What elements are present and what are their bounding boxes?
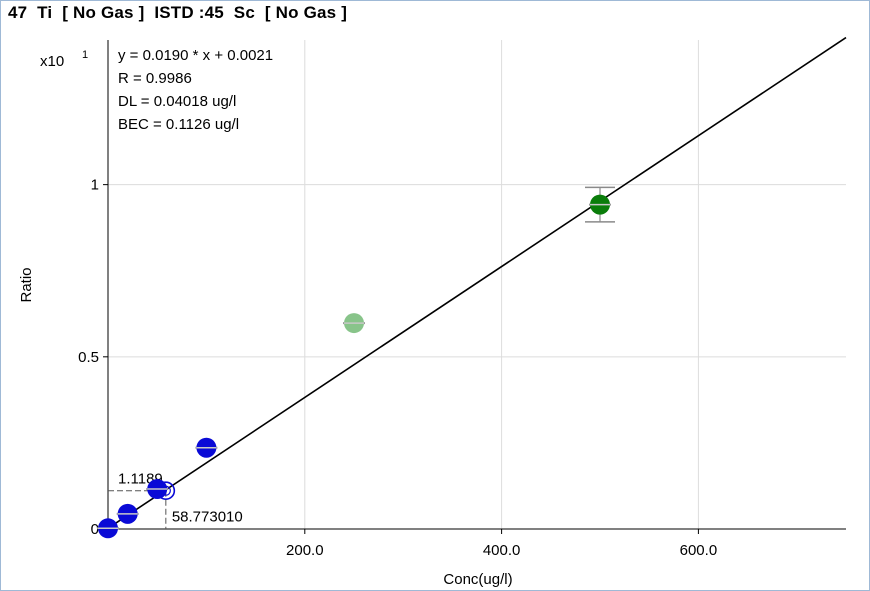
y-tick-label: 1: [91, 177, 99, 194]
equation-line-2: R = 0.9986: [118, 70, 192, 87]
y-multiplier-label: x10: [40, 53, 64, 70]
ticks: 200.0 400.0 600.0 0 0.5 1: [78, 177, 717, 559]
x-tick-label: 400.0: [483, 542, 521, 559]
fit-line: [107, 36, 847, 529]
y-axis-title: Ratio: [18, 267, 35, 302]
y-multiplier-exponent: 1: [82, 49, 88, 61]
cursor-x-value: 58.773010: [172, 509, 243, 526]
grid: [108, 40, 846, 529]
equation-line-3: DL = 0.04018 ug/l: [118, 93, 236, 110]
y-tick-label: 0.5: [78, 349, 99, 366]
equation-line-1: y = 0.0190 * x + 0.0021: [118, 47, 273, 64]
chart-title: 47 Ti [ No Gas ] ISTD :45 Sc [ No Gas ]: [8, 3, 348, 22]
x-axis-title: Conc(ug/l): [443, 571, 512, 588]
equation-line-4: BEC = 0.1126 ug/l: [118, 116, 239, 133]
y-tick-label: 0: [91, 521, 99, 538]
x-tick-label: 600.0: [680, 542, 718, 559]
axes: [107, 40, 846, 530]
x-tick-label: 200.0: [286, 542, 324, 559]
points-group: [97, 186, 615, 539]
fit-line-group: [107, 36, 847, 529]
